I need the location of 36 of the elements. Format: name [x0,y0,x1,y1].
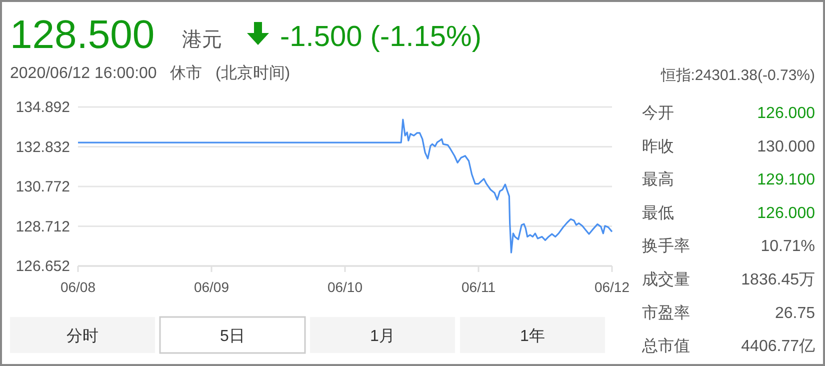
text: 10.71% [760,238,815,256]
text: 换手率 [642,237,690,256]
text: 1836.45万 [741,272,815,288]
text: -1.500 (-1.15%) [280,21,482,53]
text: 26.75 [774,304,816,322]
text: 总市值 [641,337,690,356]
text: 成交量 [642,270,690,288]
x-tick-label: 06/12 [594,279,630,295]
text: 4406.77亿 [741,338,815,356]
y-tick-label: 134.892 [16,99,70,116]
text: 126.000 [757,204,816,222]
x-tick-label: 06/09 [194,279,230,295]
text: 126.000 [757,105,816,122]
x-tick-label: 06/10 [327,279,363,295]
text: 130.000 [757,138,816,156]
text: 5日 [220,328,245,345]
text: 分时 [66,327,98,345]
text: 1年 [520,328,545,345]
y-tick-label: 128.712 [16,218,70,236]
text: 1月 [370,328,395,345]
text: 最高 [642,170,674,189]
line-series [77,118,613,254]
x-tick-label: 06/11 [462,279,496,295]
chart-title: 128.500 [10,13,155,57]
text: 昨收 [642,138,674,156]
text: 最低 [642,204,674,222]
text: 市盈率 [642,304,690,322]
text: 129.100 [757,172,816,189]
text: 港元 [182,29,222,51]
text: 今开 [642,105,674,122]
chart-subtitle: 2020/06/12 16:00:00 休市 (北京时间) [10,64,290,82]
y-tick-label: 130.772 [16,178,70,196]
text: 恒指:24301.38(-0.73%) [660,67,816,84]
y-tick-label: 132.832 [16,138,70,156]
y-tick-label: 126.652 [16,258,70,275]
x-tick-label: 06/08 [60,279,96,295]
